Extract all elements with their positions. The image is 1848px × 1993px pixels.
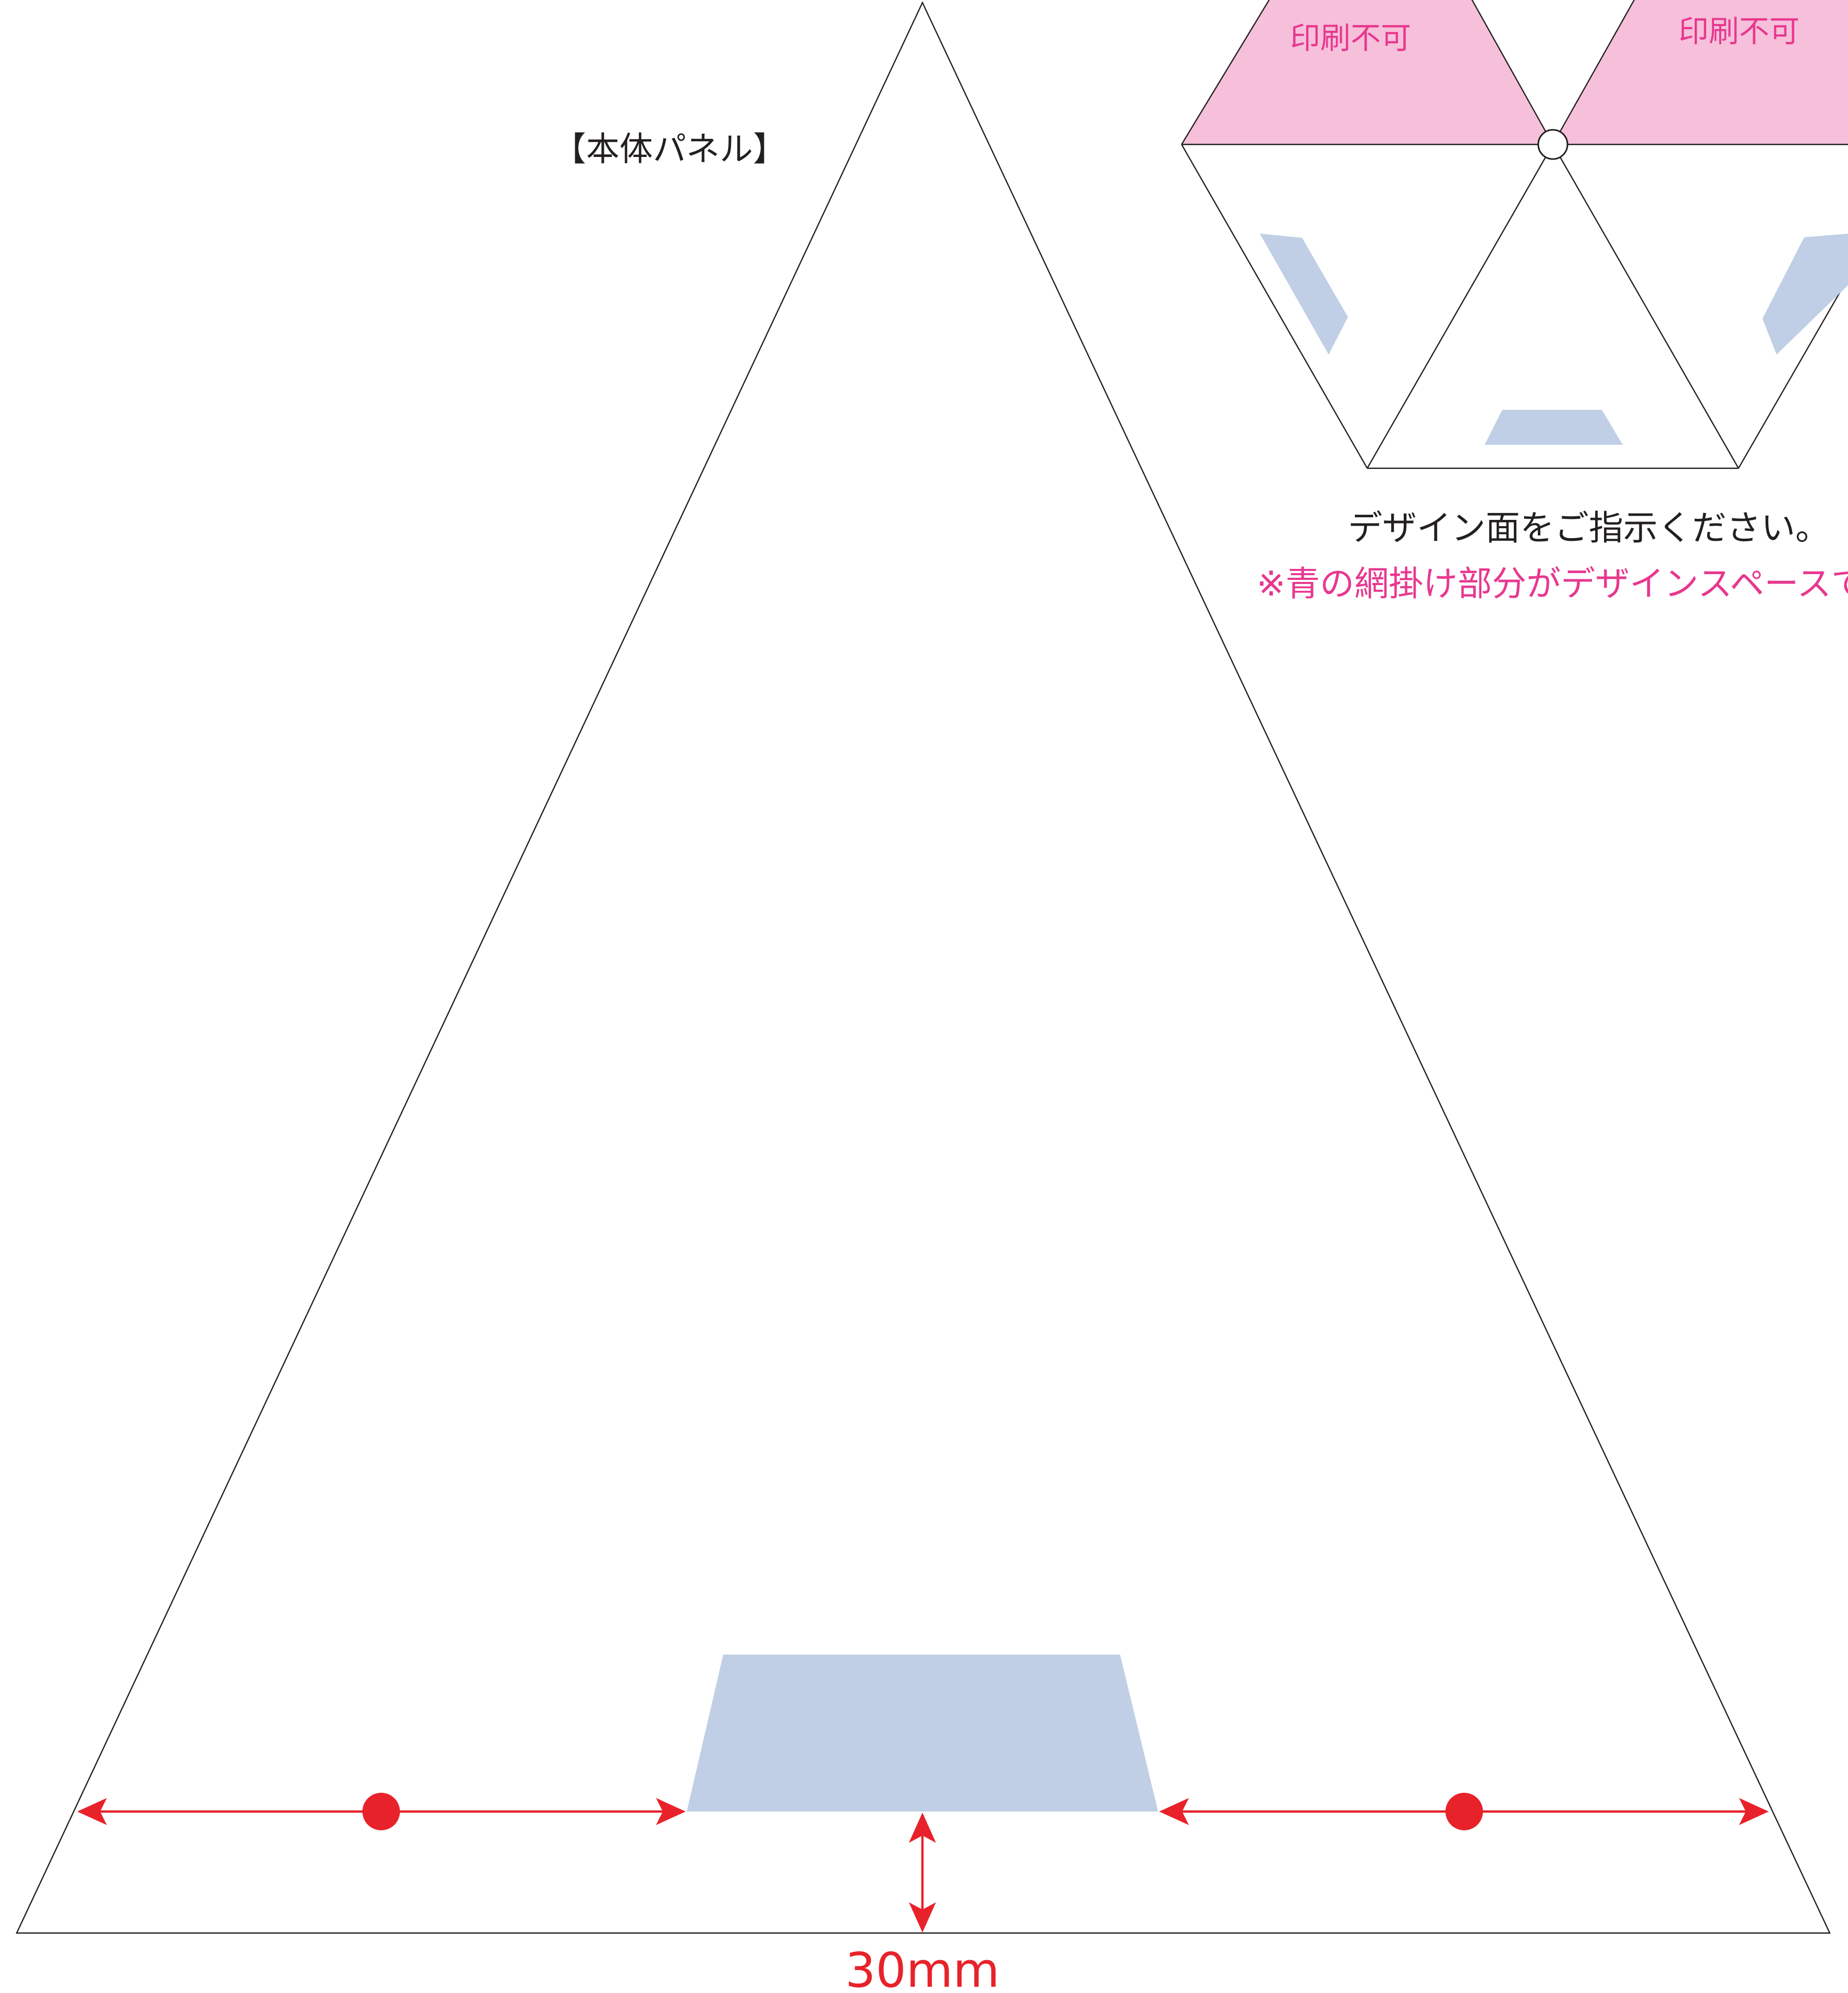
design-space-note: ※青の網掛け部分がデザインスペースで: [1257, 564, 1848, 604]
main-panel-design-space: [687, 1655, 1158, 1812]
no-print-left-label: 印刷不可: [1290, 20, 1411, 56]
no-print-right-area: [1553, 0, 1848, 144]
hexagon-design-space-bottom: [1485, 410, 1623, 445]
dimension-label: 30mm: [845, 1942, 1000, 1993]
hexagon-diagonal-b: [1552, 0, 1635, 145]
hexagon-diagonal-a: [1471, 0, 1554, 145]
hexagon-top-edge-left: [1181, 0, 1270, 145]
left-dimension-dot: [362, 1793, 400, 1830]
right-dimension-arrow-left: [1159, 1798, 1189, 1825]
vertical-dimension-arrow-top: [909, 1813, 936, 1843]
left-dimension-arrow-left: [77, 1798, 107, 1825]
main-panel-outline: [16, 1, 1831, 1934]
hexagon-design-space-right: [1762, 234, 1848, 355]
hexagon-inner-left: [1366, 144, 1554, 469]
hexagon-inner-right: [1552, 144, 1740, 469]
no-print-left-area: [1182, 0, 1553, 144]
vertical-dimension-arrow-bottom: [909, 1902, 936, 1933]
right-dimension-dot: [1445, 1793, 1483, 1830]
left-dimension-arrow-right: [656, 1798, 686, 1825]
hexagon-lower-left-edge: [1181, 144, 1368, 469]
hexagon-center-hole: [1537, 129, 1569, 160]
right-dimension-arrow-right: [1739, 1798, 1769, 1825]
no-print-right-label: 印刷不可: [1679, 14, 1800, 49]
instruction-text: デザイン面をご指示ください。: [1348, 508, 1830, 548]
main-panel-title: 【本体パネル】: [553, 130, 786, 169]
hexagon-design-space-left: [1260, 234, 1348, 355]
hexagon-lower-right-edge: [1737, 277, 1848, 469]
